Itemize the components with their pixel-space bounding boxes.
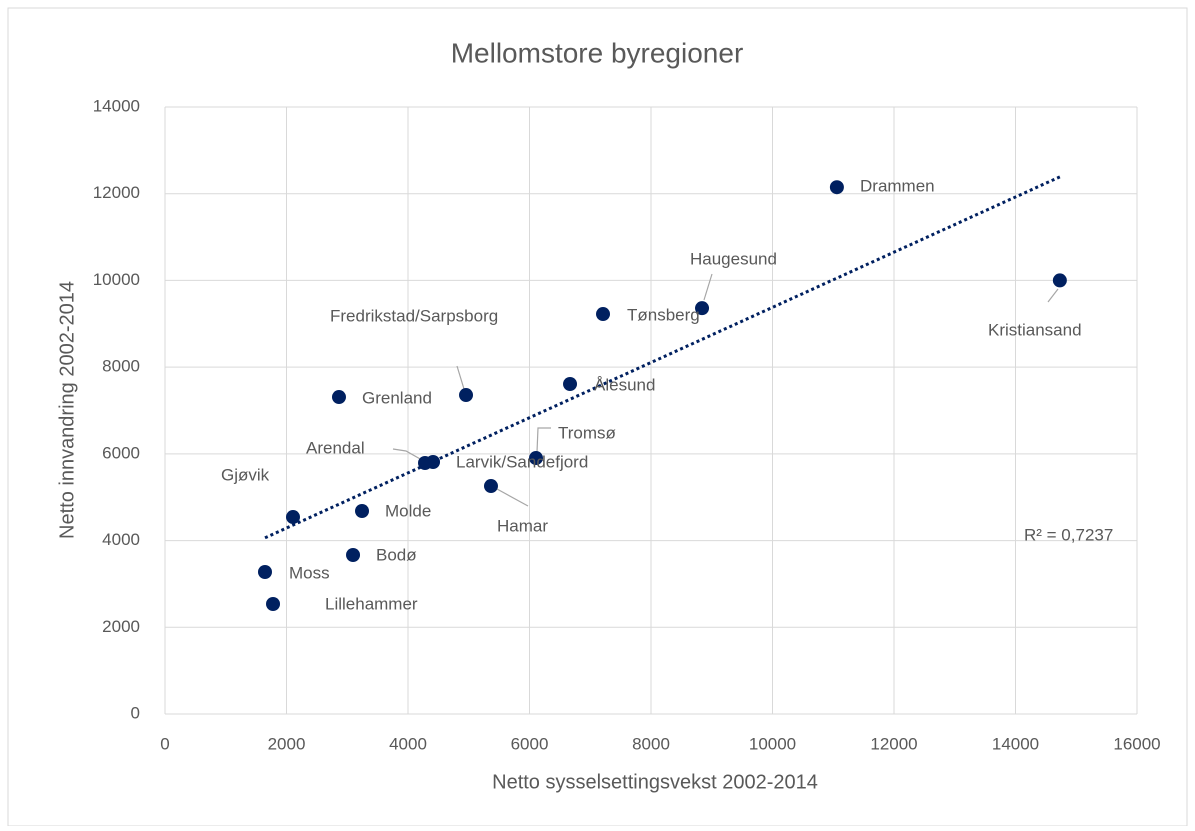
point-label: Molde (385, 501, 431, 520)
point (596, 307, 611, 322)
point (418, 456, 433, 471)
point (1052, 273, 1067, 288)
y-tick-label: 12000 (93, 183, 140, 202)
x-tick-label: 12000 (870, 734, 917, 753)
y-tick-label: 4000 (102, 530, 140, 549)
x-tick-label: 16000 (1113, 734, 1160, 753)
leader-line (496, 488, 529, 507)
point (529, 451, 544, 466)
point-label: Drammen (860, 176, 935, 195)
point (483, 479, 498, 494)
point (355, 504, 370, 519)
point-label: Arendal (306, 438, 365, 457)
point-label: Lillehammer (325, 594, 418, 613)
point-label: Tromsø (558, 423, 616, 442)
point-label: Fredrikstad/Sarpsborg (330, 306, 498, 325)
y-axis-title: Netto innvandring 2002-2014 (56, 281, 78, 539)
point-label: Moss (289, 563, 330, 582)
x-tick-label: 6000 (511, 734, 549, 753)
y-tick-label: 0 (131, 703, 140, 722)
point-label: Haugesund (690, 249, 777, 268)
point (266, 597, 281, 612)
y-tick-label: 2000 (102, 617, 140, 636)
x-tick-label: 2000 (268, 734, 306, 753)
y-tick-label: 6000 (102, 443, 140, 462)
y-tick-label: 10000 (93, 270, 140, 289)
point-label: Larvik/Sandefjord (456, 452, 588, 471)
point-label: Grenland (362, 388, 432, 407)
trendline (264, 175, 1061, 540)
point-label: Tønsberg (627, 305, 700, 324)
x-tick-label: 0 (160, 734, 169, 753)
x-axis-title: Netto sysselsettingsvekst 2002-2014 (492, 771, 818, 793)
leader-line (1047, 288, 1059, 303)
chart-title: Mellomstore byregioner (451, 37, 744, 68)
point-label: Hamar (497, 516, 548, 535)
point-label: Kristiansand (988, 320, 1082, 339)
leader-line (456, 365, 465, 390)
point (563, 377, 578, 392)
leader-line (703, 273, 713, 301)
point-label: Bodø (376, 545, 417, 564)
point (257, 565, 272, 580)
point (286, 510, 301, 525)
y-tick-label: 14000 (93, 96, 140, 115)
x-tick-label: 4000 (389, 734, 427, 753)
point (346, 548, 361, 563)
y-tick-label: 8000 (102, 357, 140, 376)
point (695, 301, 710, 316)
chart-border (7, 7, 1188, 827)
leader-line (392, 448, 423, 461)
x-tick-label: 14000 (992, 734, 1039, 753)
point (459, 388, 474, 403)
leader-line (536, 427, 551, 453)
point-label: Gjøvik (221, 465, 270, 484)
x-tick-label: 8000 (632, 734, 670, 753)
point (829, 180, 844, 195)
x-tick-label: 10000 (749, 734, 796, 753)
r-squared-label: R² = 0,7237 (1024, 525, 1113, 544)
point-label: Ålesund (594, 375, 655, 394)
point (331, 390, 346, 405)
